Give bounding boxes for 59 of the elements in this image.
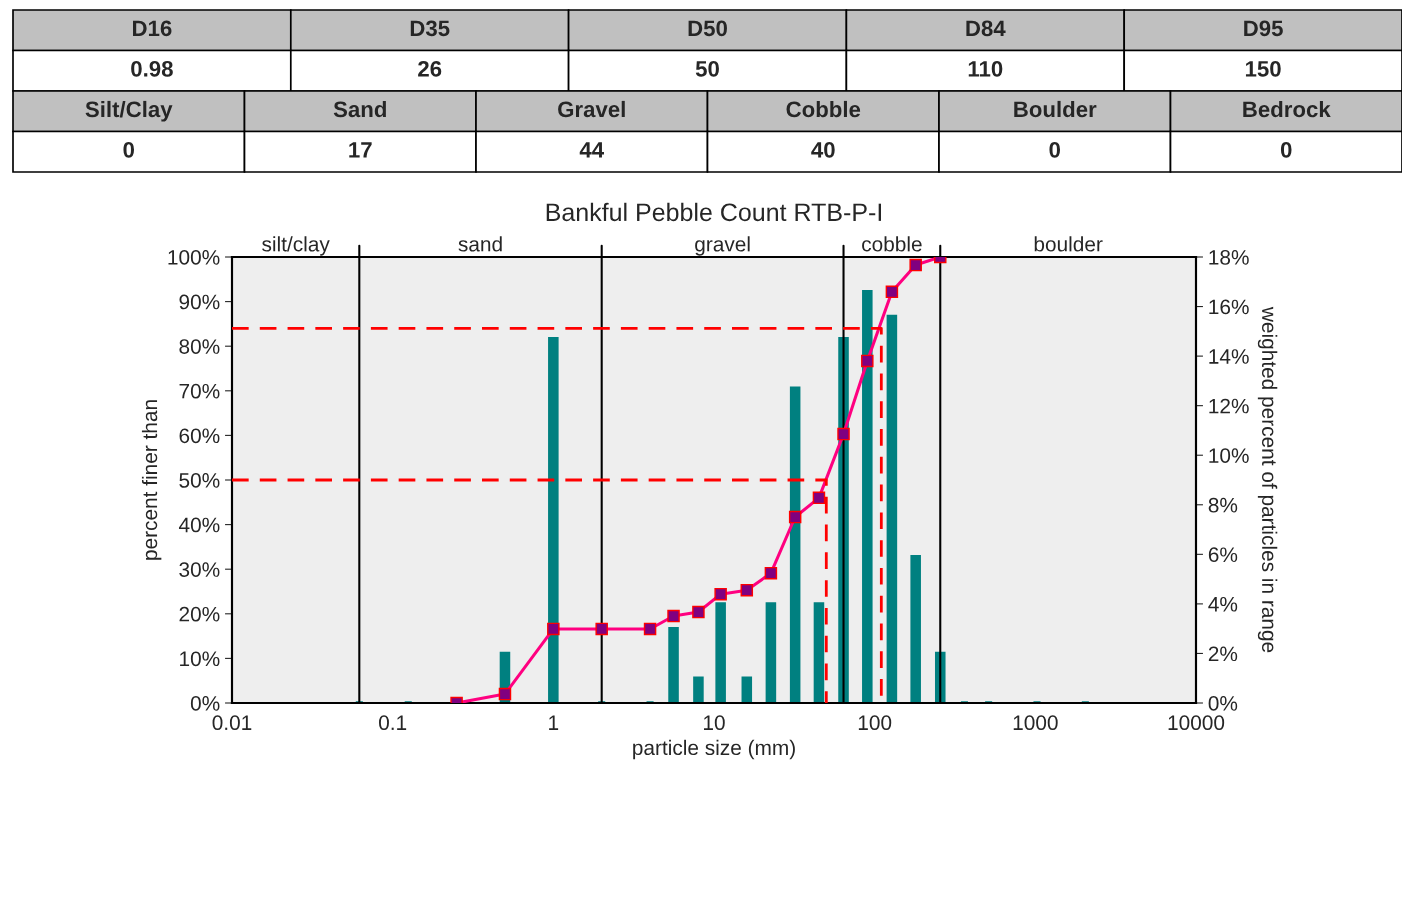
y2-tick-label: 2%: [1208, 646, 1238, 662]
text: D50: [688, 20, 727, 37]
text: Silt/Clay: [85, 100, 173, 122]
text: 150: [1245, 60, 1281, 77]
y-axis-title: percent finer than: [141, 400, 162, 560]
y2-tick-label: 10%: [1209, 448, 1249, 463]
text: cobble: [862, 236, 922, 252]
text: D84: [966, 20, 1006, 37]
text: Bedrock: [1243, 100, 1331, 118]
x-axis-title: particle size (mm): [633, 739, 795, 760]
y2-tick-label: 14%: [1209, 349, 1249, 364]
y2-tick-label: 8%: [1208, 497, 1238, 513]
x-tick-label: 1000: [1013, 715, 1058, 731]
text: silt/clay: [262, 236, 330, 256]
y-tick-label: 90%: [179, 294, 220, 310]
text: gravel: [695, 236, 750, 256]
text: 40: [811, 141, 835, 158]
y-tick-label: 20%: [179, 606, 220, 622]
text: 0: [1049, 141, 1061, 158]
y2-tick-label: 6%: [1208, 547, 1238, 563]
text: D35: [410, 20, 450, 37]
x-tick-label: 10000: [1168, 715, 1225, 731]
text: D16: [133, 20, 172, 37]
text: 44: [579, 142, 604, 158]
x-tick-label: 0.1: [379, 715, 407, 731]
text: 50: [695, 60, 719, 77]
y-tick-label: 60%: [179, 428, 220, 444]
y-tick-label: 100%: [168, 250, 220, 265]
text: 0: [1280, 141, 1292, 158]
y2-tick-label: 12%: [1209, 398, 1249, 414]
text: 110: [968, 60, 1003, 77]
x-tick-label: 1: [549, 715, 559, 730]
text: 0: [123, 141, 135, 158]
y-tick-label: 70%: [179, 383, 220, 399]
y2-tick-label: 4%: [1208, 596, 1238, 612]
y-tick-label: 50%: [179, 473, 220, 488]
y2-axis-title: weighted percent of particles in range: [1257, 306, 1278, 653]
x-tick-label: 10: [704, 715, 725, 731]
text: Gravel: [558, 100, 625, 118]
y2-tick-label: 0%: [1208, 696, 1238, 711]
y-tick-label: 30%: [179, 562, 220, 577]
y-tick-label: 10%: [180, 651, 220, 667]
x-tick-label: 0.01: [212, 715, 252, 731]
text: 0.98: [131, 60, 173, 77]
text: 17: [349, 142, 372, 158]
text: 26: [418, 60, 442, 77]
y-tick-label: 40%: [178, 517, 220, 533]
chart-title: Bankful Pebble Count RTB-P-I: [546, 202, 882, 222]
text: sand: [458, 236, 502, 252]
y-tick-label: 0%: [190, 696, 220, 711]
text: D95: [1244, 20, 1283, 37]
text: Sand: [333, 100, 386, 118]
y2-tick-label: 18%: [1209, 250, 1249, 265]
x-tick-label: 100: [858, 715, 892, 731]
y2-tick-label: 16%: [1209, 299, 1249, 315]
text: Cobble: [786, 100, 861, 118]
y-tick-label: 80%: [179, 339, 220, 354]
text: boulder: [1034, 236, 1103, 252]
text: Boulder: [1014, 100, 1097, 118]
